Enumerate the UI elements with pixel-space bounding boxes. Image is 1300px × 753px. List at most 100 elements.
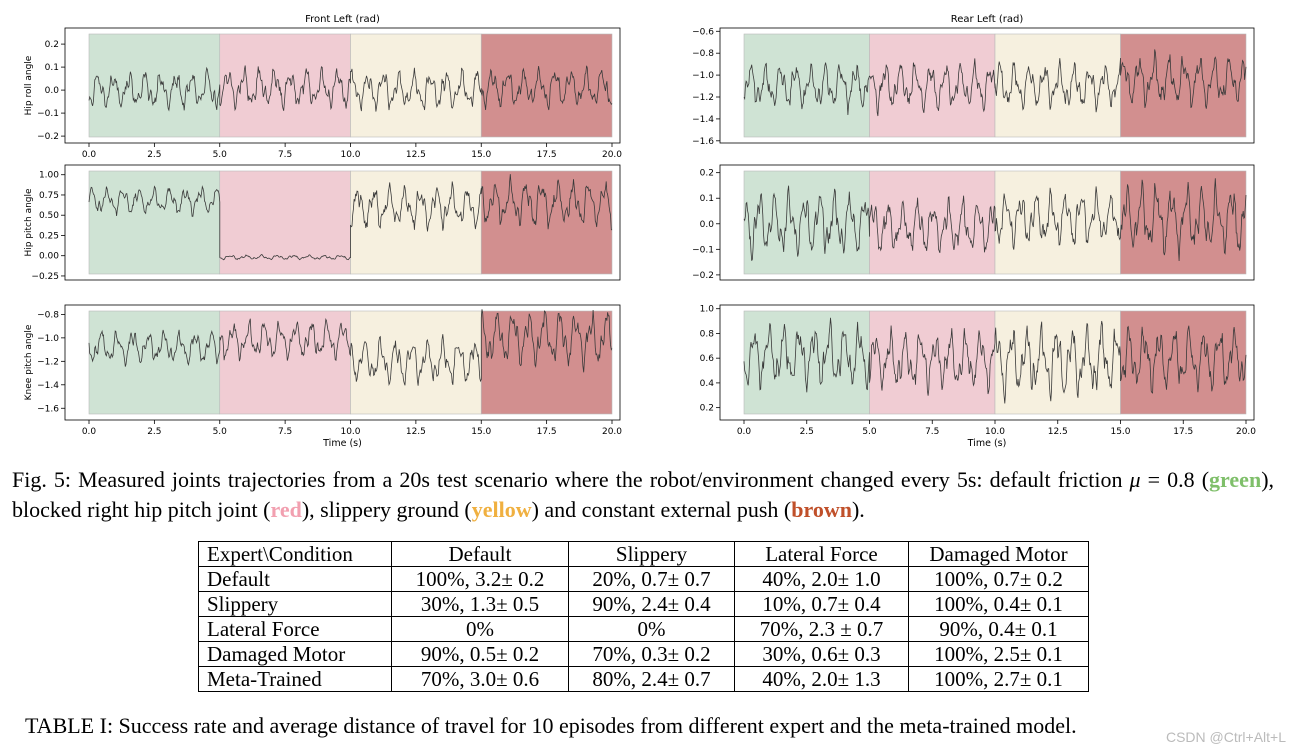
y-tick-label: 0.2 [700,404,714,414]
y-axis-label: Knee pitch angle [24,324,34,400]
table-row-label: Meta-Trained [198,666,392,692]
table-cell: 100%, 3.2± 0.2 [391,566,569,592]
phase-band-3 [994,310,1121,415]
table-cell: 0% [391,616,569,642]
caption-text: ), blocked right hip pitch joint ( [12,467,1275,522]
x-tick-label: 10.0 [340,150,360,160]
table-row: Meta-Trained 70%, 3.0± 0.6 80%, 2.4± 0.7… [198,666,1089,692]
caption-text: ), slippery ground ( [301,497,472,522]
caption-green: green [1209,467,1262,492]
joint-angle-line [743,178,1247,262]
table-header-cell: Expert\Condition [198,541,392,567]
y-tick-label: −1.2 [37,357,59,367]
caption-text: ) and constant external push ( [531,497,792,522]
y-tick-label: 0.1 [700,194,714,204]
figure-caption: Fig. 5: Measured joints trajectories fro… [12,465,1274,525]
caption-text: Fig. 5: Measured joints trajectories fro… [12,467,1123,492]
y-tick-label: 0.6 [700,354,715,364]
y-tick-label: −1.4 [37,381,59,391]
y-tick-label: −0.6 [692,27,714,37]
phase-band-2 [869,33,996,138]
table-cell: 80%, 2.4± 0.7 [568,666,735,692]
table-cell: 100%, 0.7± 0.2 [908,566,1089,592]
table-row: Lateral Force 0% 0% 70%, 2.3 ± 0.7 90%, … [198,616,1089,642]
x-tick-label: 20.0 [602,427,622,437]
x-tick-label: 20.0 [602,150,622,160]
plot-frame [719,27,1255,144]
y-axis-label: Hip pitch angle [24,188,34,257]
table-cell: 70%, 0.3± 0.2 [568,641,735,667]
x-tick-label: 2.5 [147,150,161,160]
table-row-label: Slippery [198,591,392,617]
plot-frame [64,164,621,281]
phase-band-2 [869,170,996,275]
table-header-cell: Slippery [568,541,735,567]
x-tick-label: 15.0 [471,150,491,160]
caption-brown: brown [791,497,852,522]
chart-title: Rear Left (rad) [951,14,1024,25]
x-tick-label: 17.5 [537,427,557,437]
y-tick-label: 0.75 [39,191,59,201]
y-tick-label: −0.2 [692,271,714,281]
x-tick-label: 12.5 [1048,427,1068,437]
table-header-cell: Damaged Motor [908,541,1089,567]
phase-band-2 [869,310,996,415]
y-tick-label: 0.0 [45,86,60,96]
y-tick-label: 1.00 [39,171,59,181]
phase-band-4 [1120,310,1247,415]
x-tick-label: 15.0 [471,427,491,437]
table-cell: 0% [568,616,735,642]
y-tick-label: 0.0 [700,220,715,230]
y-tick-label: 0.50 [39,211,59,221]
x-tick-label: 0.0 [82,427,97,437]
table-row-label: Default [198,566,392,592]
table-cell: 100%, 2.7± 0.1 [908,666,1089,692]
y-tick-label: −0.25 [31,272,59,282]
table-header-cell: Lateral Force [734,541,909,567]
table-caption: TABLE I: Success rate and average distan… [25,713,1077,738]
x-tick-label: 20.0 [1236,427,1256,437]
y-tick-label: 0.2 [700,169,714,179]
y-tick-label: 0.1 [45,63,59,73]
table-cell: 90%, 2.4± 0.4 [568,591,735,617]
caption-red: red [270,497,302,522]
caption-mu: μ [1129,467,1141,492]
phase-band-1 [88,310,221,415]
phase-band-4 [480,33,613,138]
phase-band-2 [219,33,351,138]
plot-frame [719,164,1255,281]
x-tick-label: 10.0 [985,427,1005,437]
y-tick-label: −1.4 [692,115,714,125]
y-tick-label: 0.25 [39,231,59,241]
x-tick-label: 12.5 [406,150,426,160]
x-axis-label: Time (s) [967,438,1007,449]
y-tick-label: 0.8 [700,329,715,339]
x-tick-label: 2.5 [147,427,161,437]
phase-band-1 [743,170,870,275]
x-tick-label: 7.5 [278,427,292,437]
table-row-label: Damaged Motor [198,641,392,667]
x-tick-label: 5.0 [213,427,228,437]
y-tick-label: −0.2 [37,132,59,142]
x-tick-label: 0.0 [737,427,752,437]
y-tick-label: −0.8 [692,49,714,59]
y-tick-label: 0.4 [700,379,715,389]
joint-angle-line [743,49,1247,117]
joint-angle-line [743,317,1247,404]
x-tick-label: 5.0 [213,150,228,160]
table-cell: 40%, 2.0± 1.0 [734,566,909,592]
x-tick-label: 2.5 [800,427,814,437]
plot-frame [719,304,1255,421]
y-tick-label: 1.0 [700,305,715,315]
y-tick-label: 0.00 [39,252,59,262]
table-row-label: Lateral Force [198,616,392,642]
y-tick-label: −1.0 [692,71,714,81]
joint-trajectories-figure: 0.2 0.1 0.0 −0.1 −0.2 0.0 2.5 5.0 7.5 10.0 12.5 15.… [24,14,1256,449]
y-tick-label: −0.8 [37,310,59,320]
table-cell: 30%, 0.6± 0.3 [734,641,909,667]
table-cell: 70%, 2.3 ± 0.7 [734,616,909,642]
table-cell: 20%, 0.7± 0.7 [568,566,735,592]
x-tick-label: 17.5 [537,150,557,160]
watermark: CSDN @Ctrl+Alt+L [1165,729,1286,745]
phase-band-3 [350,170,482,275]
